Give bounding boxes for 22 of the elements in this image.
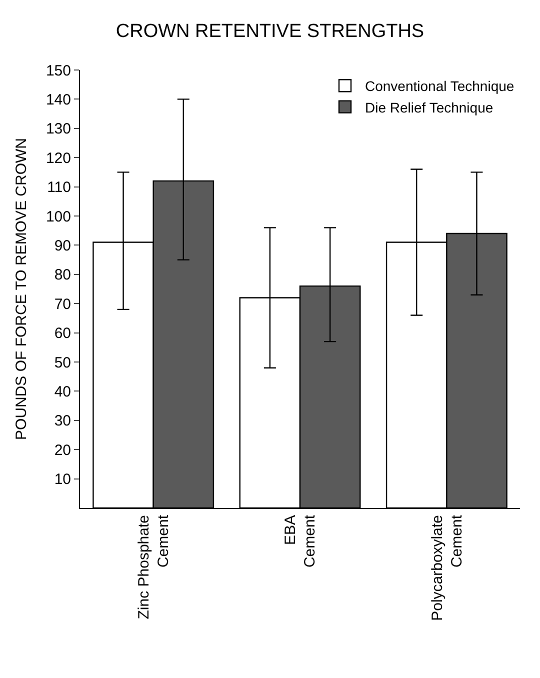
- chart-title: CROWN RETENTIVE STRENGTHS: [116, 21, 424, 42]
- x-tick-label: Polycarboxylate Cement: [428, 514, 466, 621]
- y-tick-label: 100: [46, 208, 71, 226]
- y-tick-label: 30: [54, 412, 71, 430]
- y-tick-label: 110: [47, 179, 71, 196]
- y-tick-label: 140: [46, 91, 71, 108]
- x-tick-label: Zinc Phosphate Cement: [135, 514, 172, 620]
- y-tick-label: 130: [46, 120, 71, 138]
- legend-label: Conventional Technique: [365, 78, 514, 94]
- y-tick-label: 50: [54, 354, 71, 372]
- x-tick-label: EBA Cement: [282, 514, 319, 568]
- y-tick-label: 120: [46, 150, 71, 167]
- y-axis-title: POUNDS OF FORCE TO REMOVE CROWN: [13, 138, 30, 440]
- y-tick-label: 10: [54, 471, 71, 488]
- y-tick-label: 150: [46, 62, 71, 80]
- y-tick-label: 70: [54, 296, 71, 313]
- y-tick-label: 20: [54, 442, 71, 459]
- y-tick-label: 40: [54, 383, 71, 400]
- y-tick-label: 90: [54, 237, 71, 254]
- y-tick-label: 80: [54, 266, 71, 284]
- legend-label: Die Relief Technique: [365, 99, 494, 116]
- y-tick-label: 60: [54, 325, 71, 342]
